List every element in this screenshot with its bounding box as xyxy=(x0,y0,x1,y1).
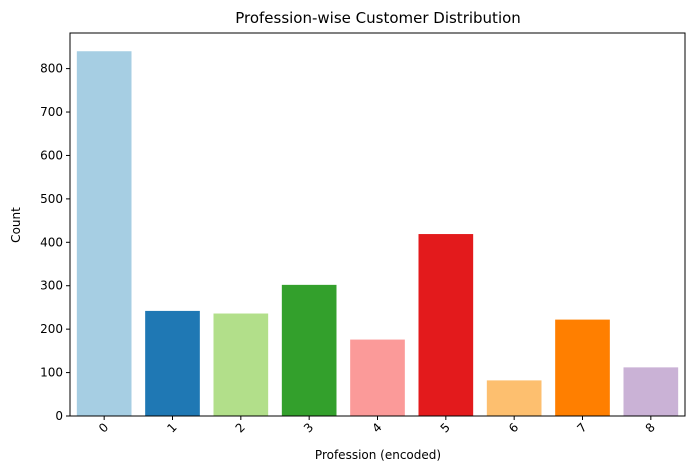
bar-0 xyxy=(76,51,132,417)
chart-title: Profession-wise Customer Distribution xyxy=(235,9,521,27)
bar-1 xyxy=(145,310,200,416)
bar-4 xyxy=(350,339,405,416)
y-tick-label: 400 xyxy=(40,235,63,249)
x-tick-label: 0 xyxy=(96,420,111,435)
y-axis-label: Count xyxy=(9,207,23,243)
y-tick-label: 300 xyxy=(40,279,63,293)
y-tick-label: 200 xyxy=(40,322,63,336)
x-tick-label: 5 xyxy=(438,420,453,435)
x-tick-label: 3 xyxy=(301,420,316,435)
x-tick-label: 4 xyxy=(369,420,384,435)
bar-5 xyxy=(418,234,474,416)
y-tick-label: 600 xyxy=(40,148,63,162)
bar-2 xyxy=(213,313,269,416)
x-tick-label: 1 xyxy=(164,420,179,435)
bar-7 xyxy=(555,319,610,416)
plot-frame xyxy=(69,32,686,417)
x-tick-label: 8 xyxy=(643,420,658,435)
y-tick-label: 700 xyxy=(40,105,63,119)
bars-group xyxy=(76,51,679,417)
y-tick-label: 0 xyxy=(55,409,63,423)
x-axis-label: Profession (encoded) xyxy=(315,448,441,462)
y-tick-label: 100 xyxy=(40,366,63,380)
y-tick-label: 500 xyxy=(40,192,63,206)
x-tick-label: 7 xyxy=(574,420,589,435)
x-tick-label: 6 xyxy=(506,420,521,435)
x-tick-label: 2 xyxy=(233,420,248,435)
y-tick-label: 800 xyxy=(40,62,63,76)
bar-6 xyxy=(486,380,542,416)
bar-3 xyxy=(281,284,337,416)
bar-8 xyxy=(623,367,679,416)
y-axis-ticks: 0 100 200 300 400 500 600 700 800 xyxy=(40,62,70,423)
x-axis-ticks: 0 1 2 3 4 5 6 7 8 xyxy=(96,416,658,436)
